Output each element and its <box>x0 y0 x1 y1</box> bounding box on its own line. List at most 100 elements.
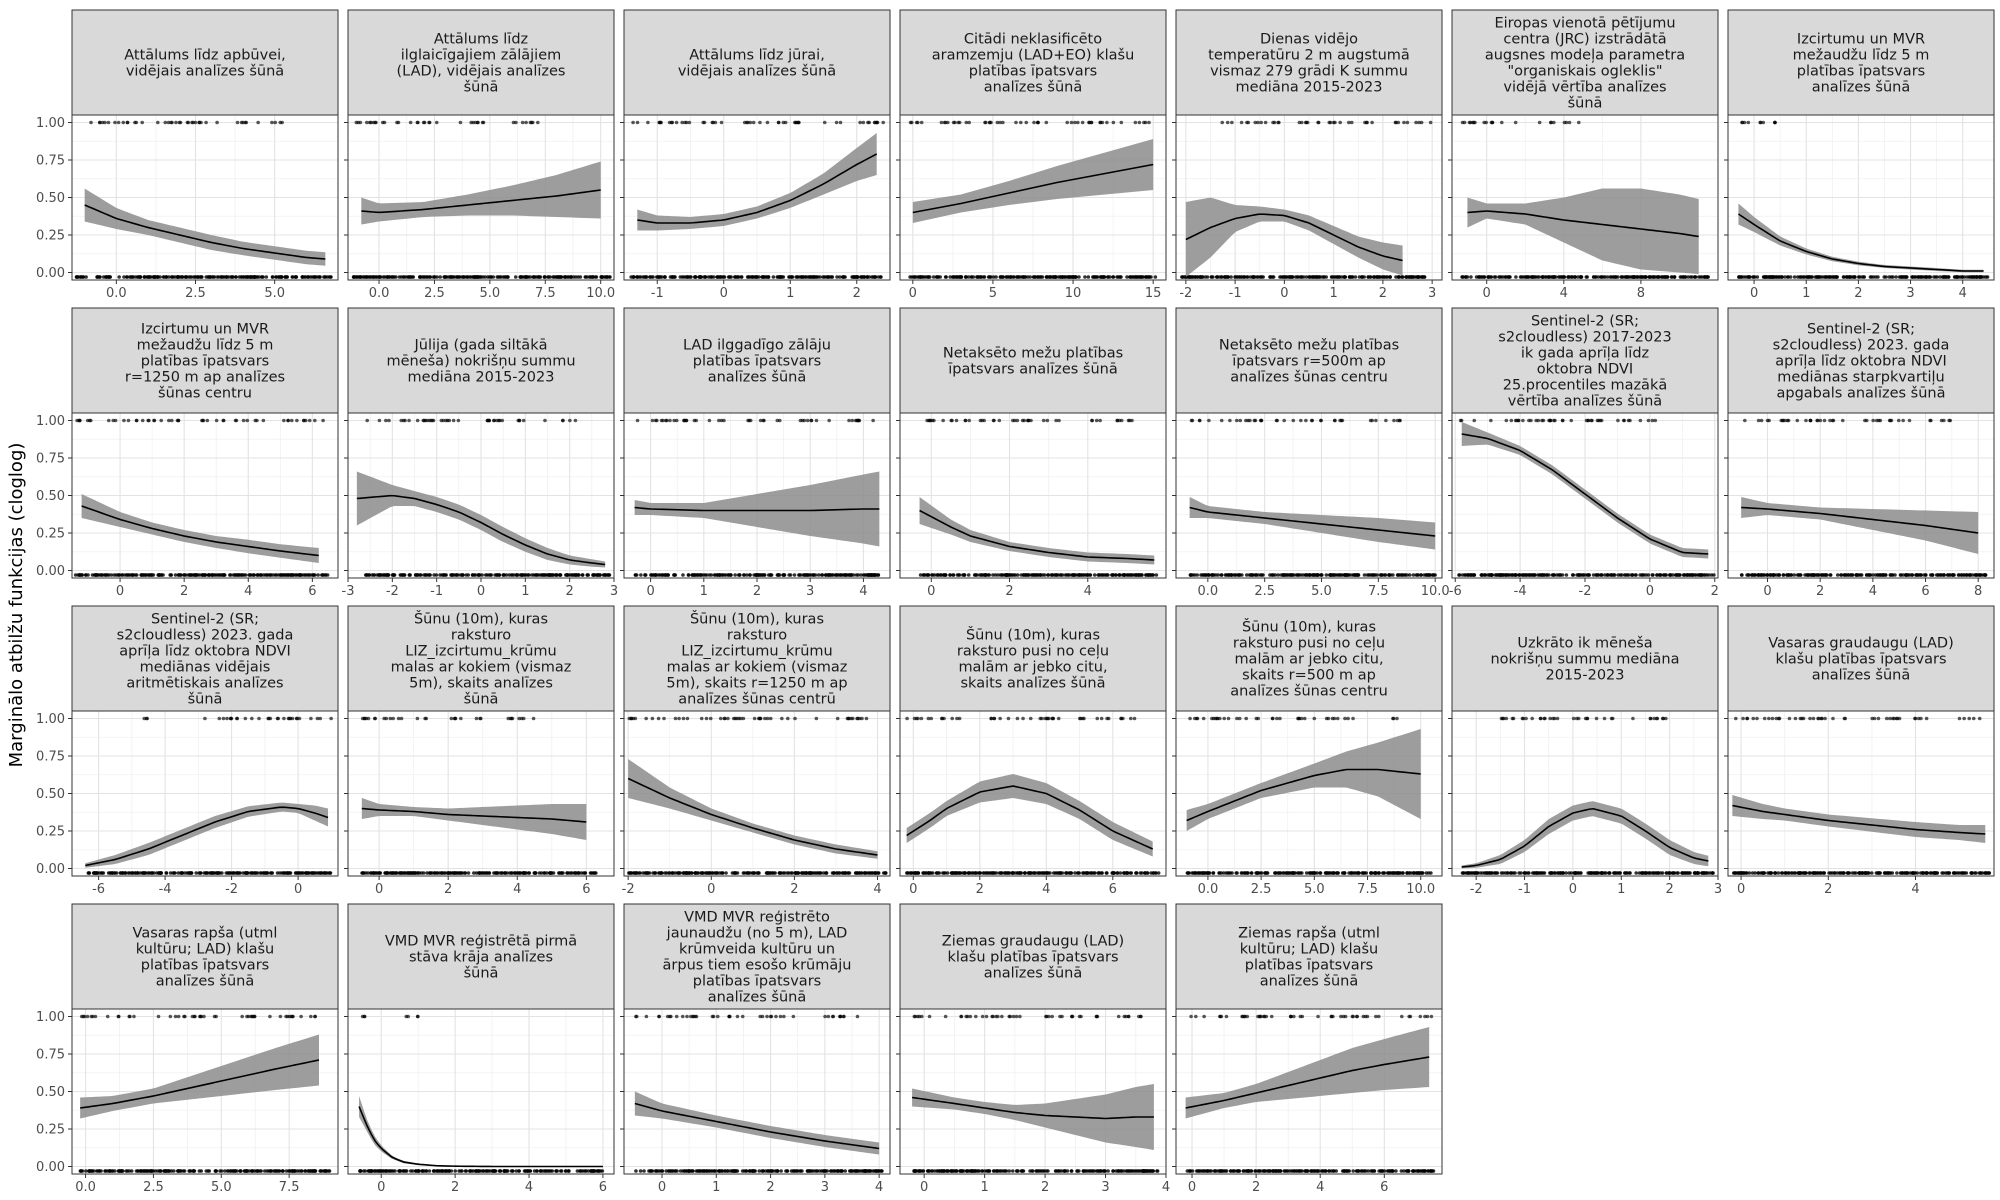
rug-point <box>176 418 181 423</box>
rug-point <box>1342 275 1346 279</box>
rug-point <box>279 573 283 577</box>
rug-point <box>400 871 404 875</box>
rug-point <box>694 573 699 577</box>
rug-point <box>378 275 383 279</box>
facet-title-line: Attālums līdz <box>434 32 528 48</box>
rug-point <box>780 716 784 721</box>
rug-point <box>97 275 102 279</box>
rug-points <box>86 871 333 875</box>
rug-point <box>485 275 490 279</box>
rug-point <box>827 418 831 423</box>
rug-point <box>173 573 178 577</box>
rug-point <box>724 871 728 875</box>
rug-point <box>795 275 800 279</box>
rug-point <box>387 418 391 423</box>
rug-point <box>752 716 757 721</box>
rug-point <box>950 716 954 721</box>
facet-title-line: platības īpatsvars <box>1797 64 1925 80</box>
x-tick-label: 4 <box>513 882 521 897</box>
rug-point <box>228 716 233 721</box>
rug-point <box>1816 573 1821 577</box>
rug-point <box>1936 573 1940 577</box>
y-tick-label: 0.25 <box>36 229 65 244</box>
rug-point <box>1038 716 1043 721</box>
y-axis-label: Marginālo atbilžu funkcijas (cloglog) <box>6 443 27 768</box>
rug-point <box>638 871 642 875</box>
rug-point <box>501 573 506 577</box>
rug-point <box>1646 573 1651 577</box>
rug-point <box>361 275 365 279</box>
rug-point <box>100 573 105 577</box>
rug-point <box>454 573 459 577</box>
rug-point <box>1244 418 1248 423</box>
rug-point <box>364 120 369 125</box>
rug-point <box>193 120 198 125</box>
facet-title-line: "organiskais ogleklis" <box>1507 64 1662 80</box>
rug-point <box>680 120 684 125</box>
rug-point <box>1960 275 1964 279</box>
rug-point <box>1858 573 1863 577</box>
rug-point <box>1923 573 1928 577</box>
rug-point <box>369 871 373 875</box>
rug-point <box>260 275 265 279</box>
rug-point <box>954 418 959 423</box>
rug-points <box>627 871 888 875</box>
rug-point <box>1283 573 1288 577</box>
rug-point <box>1657 275 1661 279</box>
rug-point <box>488 573 493 577</box>
x-tick-label: 1 <box>786 286 794 301</box>
rug-point <box>273 120 278 125</box>
rug-point <box>128 573 132 577</box>
rug-point <box>231 871 235 875</box>
rug-point <box>1508 275 1512 279</box>
rug-point <box>520 120 525 125</box>
rug-point <box>197 120 202 125</box>
rug-point <box>709 573 714 577</box>
rug-point <box>653 871 658 875</box>
rug-point <box>1605 573 1610 577</box>
facet-title-line: Sentinel-2 (SR; <box>1531 314 1639 330</box>
facet-panel: Citādi neklasificēto aramzemju (LAD+EO) k… <box>896 9 1167 301</box>
rug-point <box>633 573 638 577</box>
rug-point <box>1046 573 1050 577</box>
rug-point <box>971 275 976 279</box>
rug-point <box>416 120 420 125</box>
rug-point <box>385 275 390 279</box>
rug-point <box>718 716 723 721</box>
rug-point <box>1127 418 1132 423</box>
rug-point <box>1795 418 1800 423</box>
rug-point <box>655 418 659 423</box>
rug-point <box>635 275 639 279</box>
rug-point <box>873 275 878 279</box>
facet-title-line: Izcirtumu un MVR <box>1797 32 1925 48</box>
facet-title-line: raksturo <box>727 628 787 644</box>
rug-point <box>1616 418 1620 423</box>
rug-point <box>167 418 171 423</box>
rug-point <box>659 418 664 423</box>
rug-point <box>1700 573 1704 577</box>
facet-title-line: analīzes šūnas centru <box>1230 370 1388 386</box>
facet-panel: Šūnu (10m), kuras raksturo pusi no ceļu ma… <box>896 605 1167 897</box>
rug-point <box>1299 418 1303 423</box>
x-tick-label: 8 <box>1974 584 1982 599</box>
rug-point <box>548 871 552 875</box>
rug-point <box>193 275 197 279</box>
rug-point <box>170 275 174 279</box>
rug-point <box>702 120 707 125</box>
rug-point <box>847 871 852 875</box>
facet-title-line: aritmētiskais analīzes <box>126 676 283 692</box>
rug-point <box>1685 573 1690 577</box>
rug-point <box>991 275 996 279</box>
rug-point <box>1041 418 1046 423</box>
x-tick-label: 0 <box>294 882 302 897</box>
rug-point <box>391 573 396 577</box>
rug-point <box>1603 275 1607 279</box>
rug-point <box>503 871 507 875</box>
rug-point <box>523 275 528 279</box>
rug-point <box>822 120 827 125</box>
rug-point <box>1955 275 1959 279</box>
rug-point <box>1796 275 1800 279</box>
rug-point <box>803 275 808 279</box>
rug-point <box>998 120 1002 125</box>
rug-point <box>140 418 145 423</box>
